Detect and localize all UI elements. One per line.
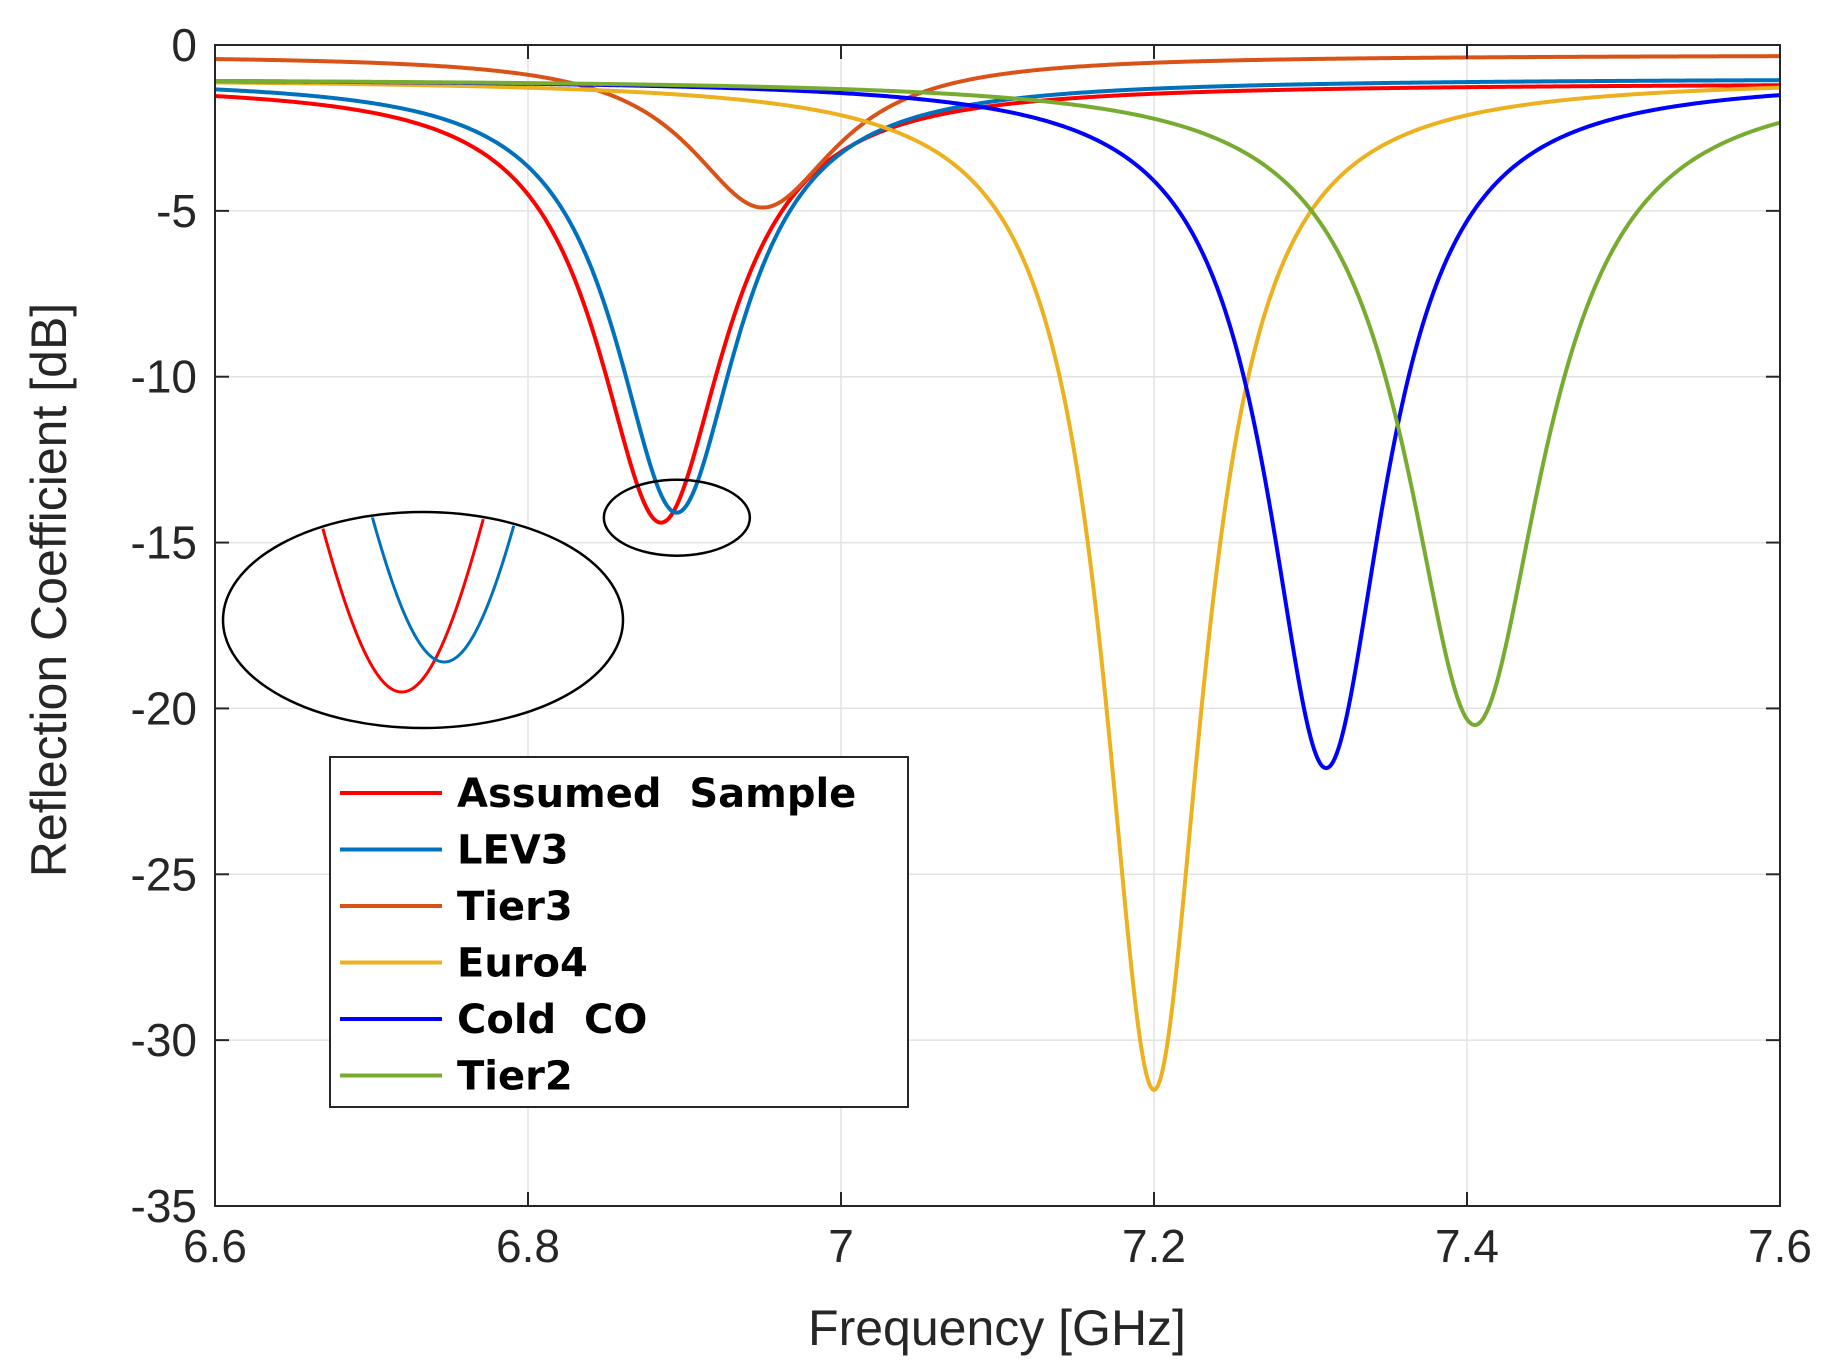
y-tick-label: 0 — [171, 19, 197, 71]
series-line-assumed-sample — [214, 83, 1781, 525]
legend: Assumed Sample LEV3 Tier3 Euro4 Cold CO Tier2 — [329, 756, 909, 1108]
x-tick-label: 6.8 — [496, 1220, 560, 1272]
zoom-inset-curves — [251, 514, 595, 694]
y-tick-label: -35 — [131, 1180, 197, 1232]
series-lines — [214, 54, 1781, 1092]
y-tick-label: -25 — [131, 848, 197, 900]
annotations — [221, 478, 752, 730]
series-line-euro4 — [214, 80, 1781, 1092]
legend-box — [329, 756, 909, 1108]
y-tick-label: -5 — [156, 185, 197, 237]
x-tick-label: 6.6 — [183, 1220, 247, 1272]
y-tick-label: -20 — [131, 682, 197, 734]
x-tick-label: 7 — [828, 1220, 854, 1272]
legend-label: LEV3 — [457, 828, 569, 874]
axis-ticks: 6.6 6.8 7 7.2 7.4 7.6 0 -5 -10 -15 -20 -25 -30 -35 — [131, 19, 1812, 1272]
x-tick-label: 7.2 — [1122, 1220, 1186, 1272]
y-tick-label: -30 — [131, 1014, 197, 1066]
x-tick-label: 7.4 — [1435, 1220, 1499, 1272]
series-line-tier3 — [214, 54, 1781, 210]
inset-line-assumed-sample — [251, 514, 595, 694]
inset-line-lev3 — [251, 514, 595, 664]
y-tick-label: -10 — [131, 351, 197, 403]
zoom-inset-ellipse — [221, 510, 625, 730]
legend-label: Cold CO — [457, 997, 647, 1043]
legend-label: Euro4 — [457, 941, 588, 987]
highlight-ellipse — [602, 478, 752, 557]
legend-label: Assumed Sample — [457, 771, 856, 817]
y-tick-label: -15 — [131, 517, 197, 569]
legend-label: Tier3 — [457, 884, 573, 930]
plot-area-border — [214, 44, 1781, 1207]
series-line-tier2 — [214, 78, 1781, 727]
x-tick-label: 7.6 — [1748, 1220, 1812, 1272]
series-line-lev3 — [214, 78, 1781, 515]
x-axis-title: Frequency [GHz] — [808, 1300, 1186, 1356]
legend-label: Tier2 — [457, 1054, 573, 1100]
y-axis-title: Reflection Coefficient [dB] — [21, 303, 77, 877]
